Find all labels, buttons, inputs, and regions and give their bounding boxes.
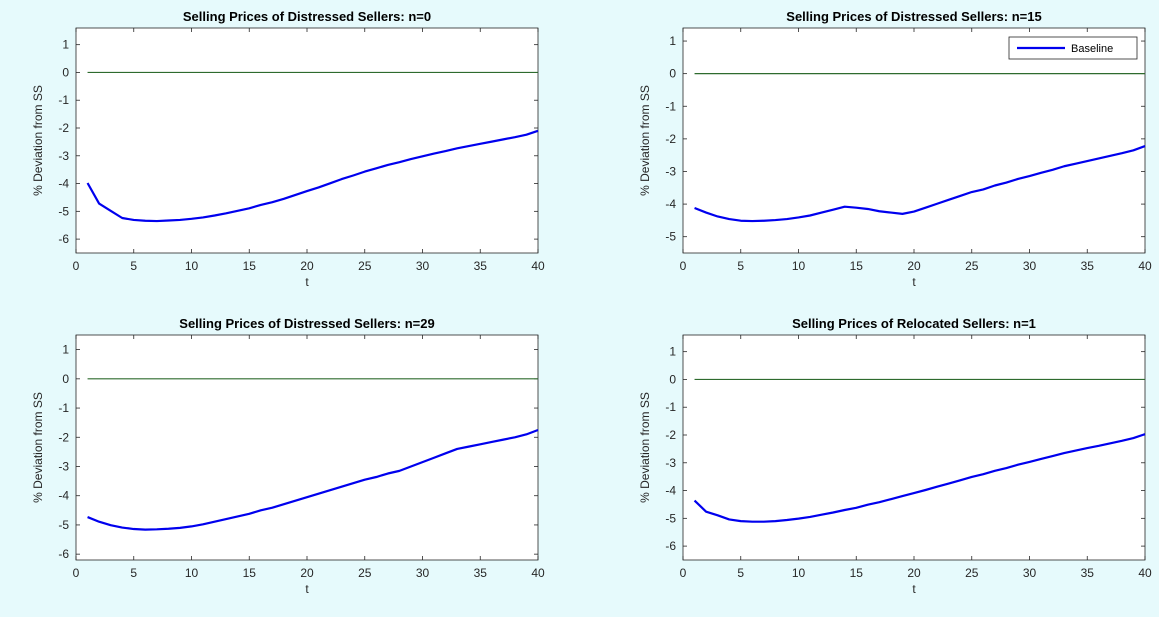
y-tick-label: 0 <box>62 65 69 79</box>
subplot-1: Selling Prices of Distressed Sellers: n=… <box>31 9 545 289</box>
y-tick-label: -4 <box>58 177 69 191</box>
y-tick-label: -3 <box>58 149 69 163</box>
x-tick-label: 40 <box>1138 566 1152 580</box>
x-tick-label: 20 <box>300 566 314 580</box>
y-tick-label: -2 <box>58 430 69 444</box>
x-tick-label: 0 <box>73 566 80 580</box>
y-tick-label: 1 <box>669 34 676 48</box>
x-tick-label: 20 <box>907 566 921 580</box>
y-tick-label: -5 <box>58 518 69 532</box>
x-tick-label: 15 <box>243 566 257 580</box>
x-tick-label: 25 <box>358 259 372 273</box>
x-tick-label: 0 <box>680 566 687 580</box>
x-tick-label: 10 <box>792 259 806 273</box>
x-tick-label: 15 <box>243 259 257 273</box>
legend-entry-label: Baseline <box>1071 43 1113 55</box>
x-tick-label: 0 <box>73 259 80 273</box>
y-tick-label: -1 <box>665 400 676 414</box>
x-tick-label: 5 <box>130 259 137 273</box>
plot-area <box>75 27 539 254</box>
y-tick-label: 1 <box>62 343 69 357</box>
subplot-2: Selling Prices of Distressed Sellers: n=… <box>638 9 1152 289</box>
y-tick-label: -3 <box>58 459 69 473</box>
y-tick-label: -6 <box>58 547 69 561</box>
x-tick-label: 30 <box>416 259 430 273</box>
y-tick-label: -2 <box>665 428 676 442</box>
x-tick-label: 10 <box>792 566 806 580</box>
x-tick-label: 10 <box>185 566 199 580</box>
chart-title: Selling Prices of Relocated Sellers: n=1 <box>792 316 1036 331</box>
x-tick-label: 0 <box>680 259 687 273</box>
x-tick-label: 35 <box>474 566 488 580</box>
x-tick-label: 5 <box>737 566 744 580</box>
x-tick-label: 40 <box>1138 259 1152 273</box>
plot-area <box>682 27 1146 254</box>
x-tick-label: 15 <box>850 259 864 273</box>
x-axis-label: t <box>912 582 916 596</box>
y-tick-label: 1 <box>62 38 69 52</box>
legend: Baseline <box>1008 36 1138 60</box>
x-tick-label: 30 <box>1023 259 1037 273</box>
x-tick-label: 30 <box>1023 566 1037 580</box>
y-axis-label: % Deviation from SS <box>31 85 45 196</box>
y-axis-label: % Deviation from SS <box>638 85 652 196</box>
x-tick-label: 5 <box>737 259 744 273</box>
y-tick-label: -4 <box>665 484 676 498</box>
legend-box <box>1008 36 1138 60</box>
chart-title: Selling Prices of Distressed Sellers: n=… <box>786 9 1041 24</box>
series-line <box>87 428 539 531</box>
x-tick-label: 5 <box>130 566 137 580</box>
y-tick-label: -2 <box>58 121 69 135</box>
y-tick-label: -4 <box>665 197 676 211</box>
y-tick-label: -6 <box>665 539 676 553</box>
x-tick-label: 30 <box>416 566 430 580</box>
y-tick-label: -1 <box>58 401 69 415</box>
series-line-baseline <box>694 145 1146 223</box>
series-line <box>693 433 1146 523</box>
y-tick-label: 0 <box>62 372 69 386</box>
subplot-4: Selling Prices of Relocated Sellers: n=1… <box>638 316 1152 596</box>
y-tick-label: -6 <box>58 232 69 246</box>
y-tick-label: -5 <box>665 230 676 244</box>
subplot-3: Selling Prices of Distressed Sellers: n=… <box>31 316 545 596</box>
y-tick-label: -1 <box>665 99 676 113</box>
y-tick-label: -3 <box>665 164 676 178</box>
x-tick-label: 15 <box>850 566 864 580</box>
y-tick-label: -1 <box>58 93 69 107</box>
y-tick-label: 0 <box>669 372 676 386</box>
x-tick-label: 25 <box>965 259 979 273</box>
y-tick-label: -5 <box>665 511 676 525</box>
y-tick-label: -5 <box>58 204 69 218</box>
x-tick-label: 20 <box>907 259 921 273</box>
x-tick-label: 35 <box>474 259 488 273</box>
x-axis-label: t <box>912 275 916 289</box>
x-tick-label: 25 <box>358 566 372 580</box>
x-tick-label: 35 <box>1081 566 1095 580</box>
x-tick-label: 20 <box>300 259 314 273</box>
plot-area <box>682 334 1146 561</box>
y-tick-label: -4 <box>58 489 69 503</box>
y-tick-label: -3 <box>665 456 676 470</box>
chart-title: Selling Prices of Distressed Sellers: n=… <box>183 9 431 24</box>
y-tick-label: 1 <box>669 345 676 359</box>
x-tick-label: 35 <box>1081 259 1095 273</box>
x-tick-label: 40 <box>531 259 545 273</box>
y-tick-label: -2 <box>665 132 676 146</box>
y-axis-label: % Deviation from SS <box>31 392 45 503</box>
x-axis-label: t <box>305 275 309 289</box>
y-tick-label: 0 <box>669 67 676 81</box>
series-line <box>86 129 539 223</box>
x-tick-label: 10 <box>185 259 199 273</box>
x-tick-label: 25 <box>965 566 979 580</box>
x-axis-label: t <box>305 582 309 596</box>
chart-title: Selling Prices of Distressed Sellers: n=… <box>179 316 434 331</box>
y-axis-label: % Deviation from SS <box>638 392 652 503</box>
x-tick-label: 40 <box>531 566 545 580</box>
